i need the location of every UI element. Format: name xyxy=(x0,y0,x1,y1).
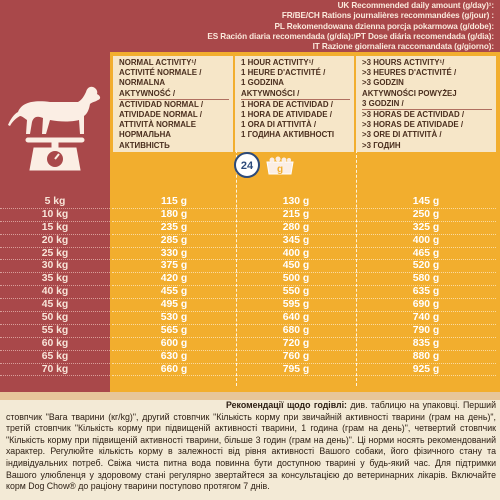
amount-cell: 115 g xyxy=(112,196,236,209)
amount-cell: 500 g xyxy=(236,273,356,287)
amount-cell: 690 g xyxy=(356,299,496,313)
daily-amount-icons: 24 g xyxy=(225,150,305,180)
amount-cell: 550 g xyxy=(236,286,356,300)
feeding-recommendation-note: Рекомендації щодо годівлі: див. таблицю … xyxy=(6,400,496,493)
weight-column: 5 kg 10 kg 15 kg 20 kg 25 kg 30 kg 35 kg… xyxy=(0,196,110,377)
clock-label: 24 xyxy=(241,160,254,172)
amount-cell: 145 g xyxy=(356,196,496,209)
weight-cell: 50 kg xyxy=(0,312,110,325)
amount-cell: 760 g xyxy=(236,351,356,364)
recommended-amount-titles: UK Recommended daily amount (g/day)¹: FR… xyxy=(207,1,494,52)
food-bowl-icon: g xyxy=(266,156,294,175)
amount-cell: 450 g xyxy=(236,260,356,274)
amount-cell: 740 g xyxy=(356,312,496,325)
one-hour-activity-column: 130 g 215 g 280 g 345 g 400 g 450 g 500 … xyxy=(236,196,356,377)
amount-cell: 640 g xyxy=(236,312,356,325)
weight-cell: 15 kg xyxy=(0,222,110,235)
header-normal-activity: NORMAL ACTIVITY¹/ ACTIVITÉ NORMALE / NOR… xyxy=(113,56,233,152)
amount-cell: 130 g xyxy=(236,196,356,209)
weight-cell: 35 kg xyxy=(0,273,110,287)
title-line-it: IT Razione giornaliera raccomandata (g/g… xyxy=(312,42,494,52)
amount-cell: 795 g xyxy=(236,364,356,377)
amount-cell: 580 g xyxy=(356,273,496,287)
title-line-pl: PL Rekomendowana dzienna porcja pokarmow… xyxy=(274,21,495,31)
amount-cell: 635 g xyxy=(356,286,496,300)
amount-cell: 660 g xyxy=(112,364,236,377)
weight-cell: 65 kg xyxy=(0,351,110,364)
header-three-hours-activity: >3 HOURS ACTIVITY¹/ >3 HEURES D'ACTIVITÉ… xyxy=(356,56,496,152)
amount-cell: 630 g xyxy=(112,351,236,364)
weight-cell: 30 kg xyxy=(0,260,110,274)
weight-cell: 20 kg xyxy=(0,235,110,248)
amount-cell: 520 g xyxy=(356,260,496,274)
amount-cell: 375 g xyxy=(112,260,236,274)
weight-cell: 60 kg xyxy=(0,338,110,351)
amount-cell: 565 g xyxy=(112,325,236,338)
dog-on-scale-icon xyxy=(0,52,110,182)
weight-cell: 40 kg xyxy=(0,286,110,300)
amount-cell: 835 g xyxy=(356,338,496,351)
amount-cell: 720 g xyxy=(236,338,356,351)
amount-cell: 280 g xyxy=(236,222,356,235)
header-one-hour-activity: 1 HOUR ACTIVITY¹/ 1 HEURE D'ACTIVITÉ / 1… xyxy=(235,56,354,152)
amount-cell: 400 g xyxy=(236,248,356,261)
title-band xyxy=(0,0,500,52)
amount-cell: 215 g xyxy=(236,209,356,222)
amount-cell: 235 g xyxy=(112,222,236,235)
unit-label: g xyxy=(277,164,283,175)
amount-cell: 180 g xyxy=(112,209,236,222)
weight-cell: 70 kg xyxy=(0,364,110,377)
amount-cell: 420 g xyxy=(112,273,236,287)
note-lead: Рекомендації щодо годівлі: xyxy=(226,400,347,410)
amount-cell: 345 g xyxy=(236,235,356,248)
column-divider xyxy=(236,150,237,386)
divider-band xyxy=(0,392,500,400)
amount-cell: 530 g xyxy=(112,312,236,325)
amount-cell: 925 g xyxy=(356,364,496,377)
amount-cell: 465 g xyxy=(356,248,496,261)
title-line-es-pt: ES Ración diaria recomendada (g/día):/PT… xyxy=(207,31,494,41)
amount-cell: 325 g xyxy=(356,222,496,235)
weight-cell: 10 kg xyxy=(0,209,110,222)
amount-cell: 330 g xyxy=(112,248,236,261)
amount-cell: 250 g xyxy=(356,209,496,222)
weight-cell: 25 kg xyxy=(0,248,110,261)
normal-activity-column: 115 g 180 g 235 g 285 g 330 g 375 g 420 … xyxy=(112,196,236,377)
amount-cell: 595 g xyxy=(236,299,356,313)
three-hours-activity-column: 145 g 250 g 325 g 400 g 465 g 520 g 580 … xyxy=(356,196,496,377)
amount-cell: 455 g xyxy=(112,286,236,300)
weight-cell: 5 kg xyxy=(0,196,110,209)
note-text: див. таблицю на упаковці. Перший стовпчи… xyxy=(6,400,496,492)
amount-cell: 600 g xyxy=(112,338,236,351)
clock-24h-icon: 24 xyxy=(234,152,260,178)
title-line-fr: FR/BE/CH Rations journalières recommandé… xyxy=(281,11,494,21)
amount-cell: 680 g xyxy=(236,325,356,338)
amount-cell: 790 g xyxy=(356,325,496,338)
weight-cell: 55 kg xyxy=(0,325,110,338)
amount-cell: 495 g xyxy=(112,299,236,313)
amount-cell: 880 g xyxy=(356,351,496,364)
amount-cell: 400 g xyxy=(356,235,496,248)
column-divider xyxy=(356,150,357,386)
title-line-uk: UK Recommended daily amount (g/day)¹: xyxy=(337,1,495,10)
weight-cell: 45 kg xyxy=(0,299,110,313)
amount-cell: 285 g xyxy=(112,235,236,248)
